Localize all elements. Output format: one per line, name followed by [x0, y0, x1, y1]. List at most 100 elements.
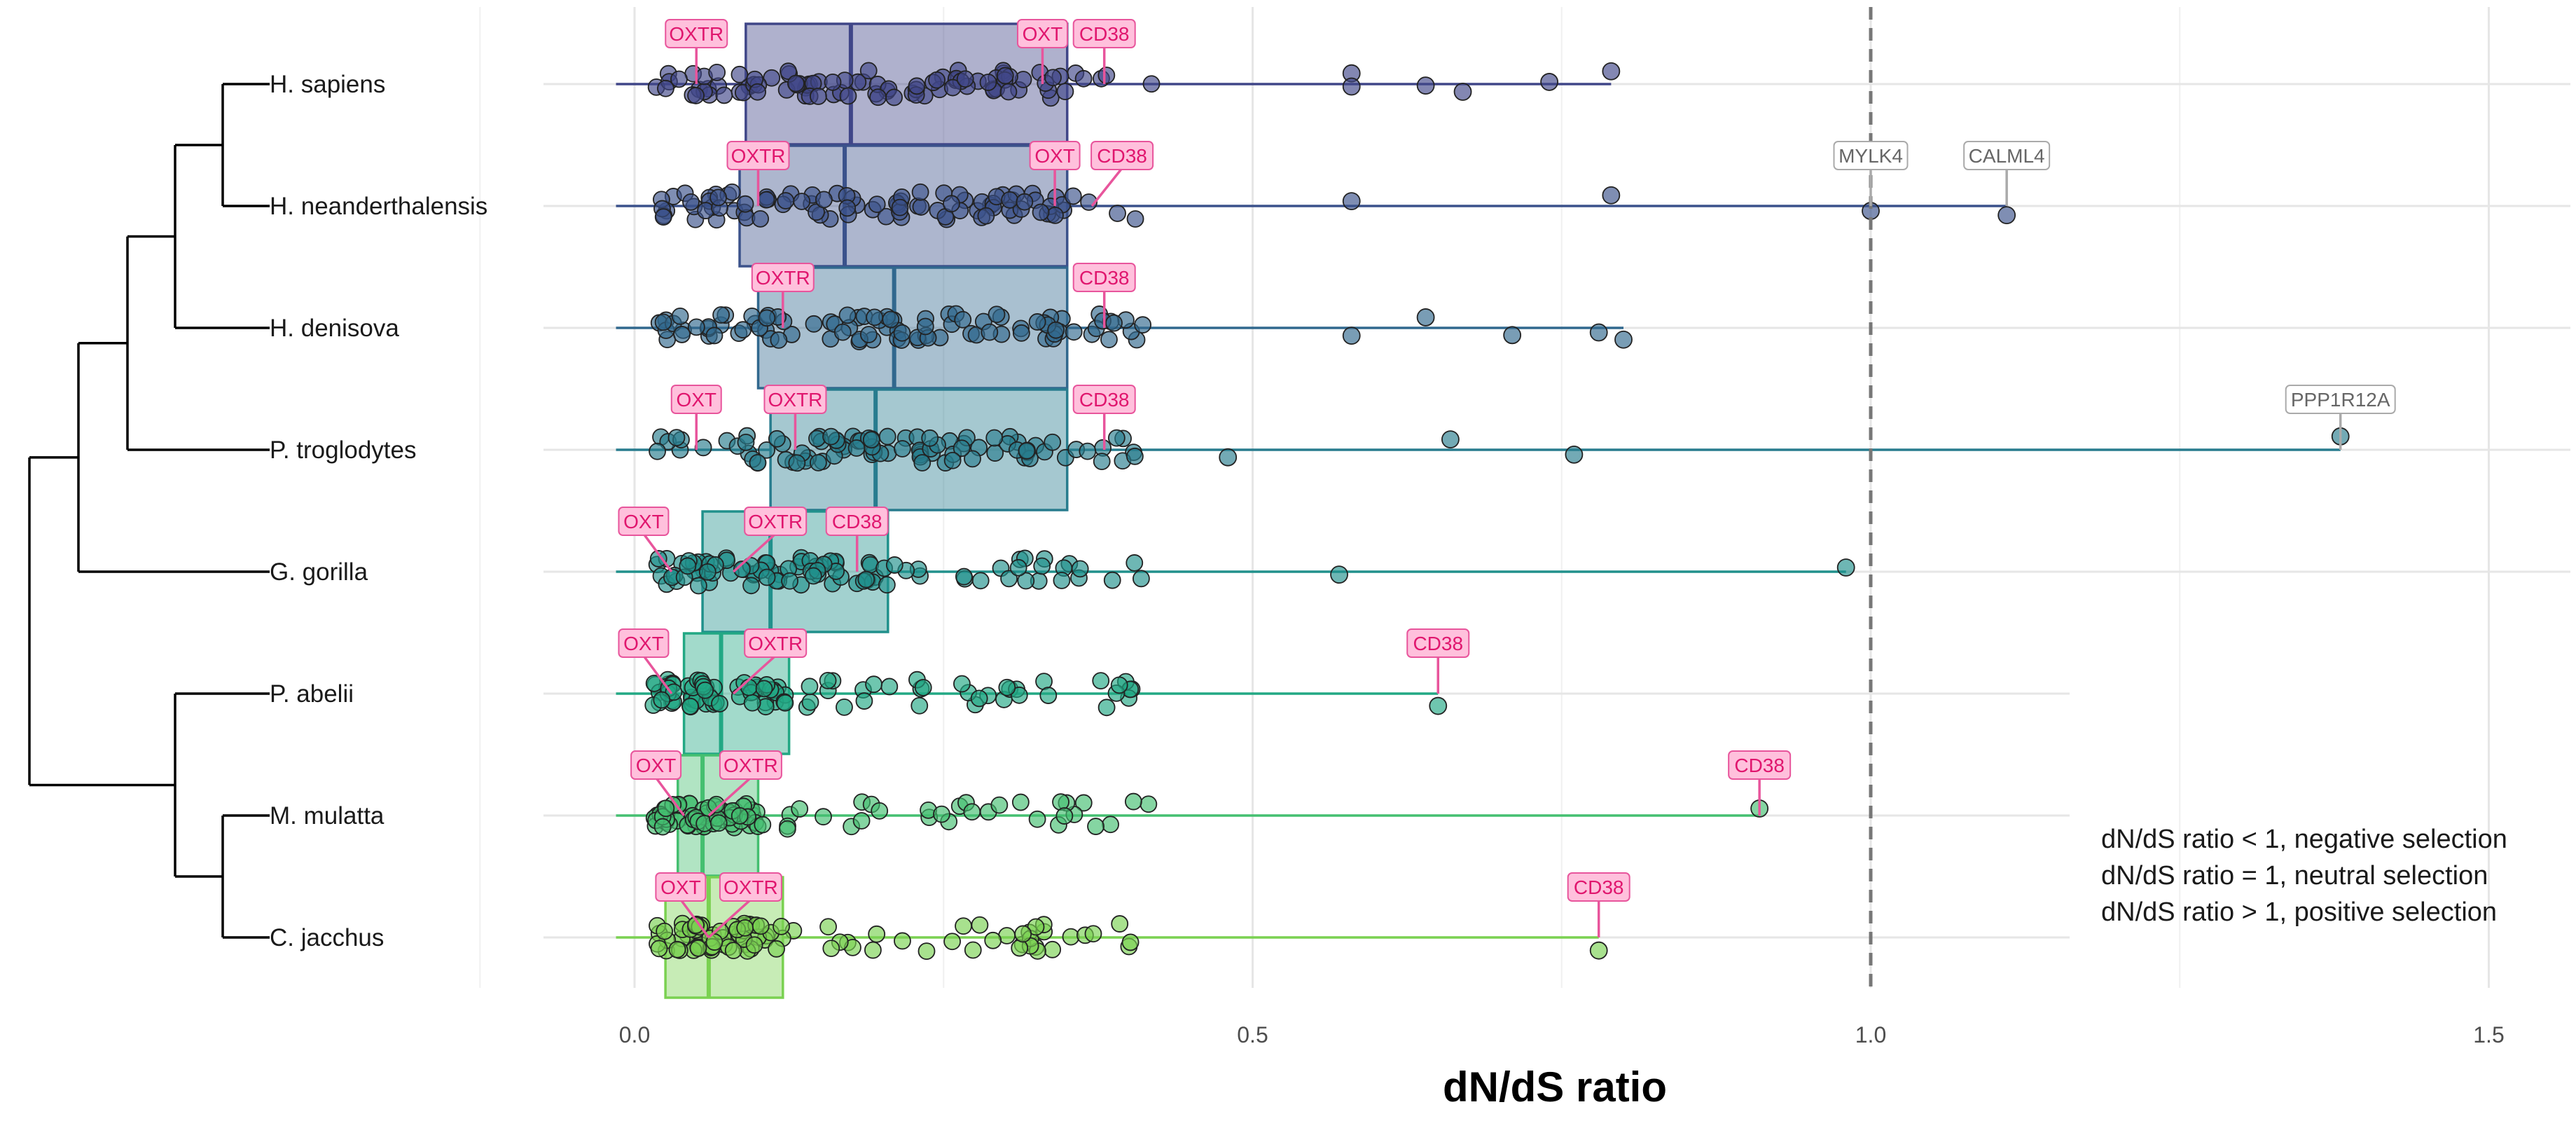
- gene-label-text: OXT: [1034, 145, 1075, 167]
- gene-label: CALML4: [1963, 141, 2051, 206]
- species-series: [616, 632, 1448, 755]
- data-point: [670, 70, 688, 88]
- data-point: [977, 207, 995, 225]
- data-point: [953, 675, 971, 693]
- gene-label: CD38: [1406, 628, 1470, 694]
- data-point: [819, 671, 837, 689]
- outlier-point: [1836, 558, 1855, 577]
- x-tick-label: 0.0: [619, 1022, 650, 1047]
- data-point: [705, 933, 723, 951]
- outlier-point: [1219, 448, 1238, 467]
- gene-label: CD38: [1090, 141, 1154, 207]
- selection-note: dN/dS ratio < 1, negative selection: [2101, 825, 2507, 854]
- species-label: H. sapiens: [270, 71, 385, 98]
- leader-line: [733, 654, 777, 695]
- data-point: [1126, 447, 1144, 465]
- data-point: [865, 675, 882, 694]
- gene-label-box: [665, 19, 728, 48]
- outlier-point: [1540, 73, 1559, 91]
- data-point: [1105, 314, 1123, 332]
- data-point: [885, 556, 903, 574]
- data-point: [742, 577, 760, 595]
- data-point: [724, 942, 742, 960]
- data-point: [730, 65, 749, 83]
- gene-label-text: CD38: [1079, 267, 1130, 289]
- gene-label-text: OXTR: [748, 633, 803, 654]
- outlier-point: [1565, 445, 1584, 464]
- data-point: [868, 195, 886, 213]
- data-point: [836, 698, 853, 716]
- data-point: [1124, 792, 1142, 811]
- data-point: [1017, 572, 1035, 590]
- data-point: [981, 323, 999, 341]
- data-point: [1044, 940, 1062, 958]
- gene-label: OXT: [1016, 19, 1068, 84]
- gene-label-box: [655, 872, 707, 902]
- data-point: [781, 572, 798, 590]
- gene-label-box: [1567, 872, 1630, 902]
- data-point: [1087, 818, 1105, 835]
- data-point: [768, 429, 786, 448]
- data-point: [852, 812, 871, 830]
- gene-label: CD38: [1072, 19, 1136, 84]
- outlier-point: [1416, 308, 1435, 326]
- data-point: [1134, 316, 1151, 334]
- data-point: [838, 306, 857, 324]
- data-point: [763, 69, 781, 87]
- data-point: [787, 74, 805, 92]
- phylogenetic-tree: [28, 83, 270, 939]
- gene-label-text: OXTR: [731, 145, 786, 167]
- data-point: [1012, 324, 1030, 342]
- leader-line: [707, 898, 752, 939]
- data-point: [833, 323, 852, 341]
- data-point: [671, 307, 689, 325]
- data-point: [694, 439, 712, 457]
- gene-label-box: [1090, 141, 1154, 170]
- data-point: [1126, 554, 1144, 572]
- data-point: [943, 78, 962, 97]
- leader-line: [1090, 167, 1123, 207]
- data-point: [933, 805, 950, 823]
- species-series: [616, 754, 1769, 877]
- gene-label-box: [618, 628, 670, 658]
- gene-label-box: [726, 141, 790, 170]
- data-point: [745, 936, 763, 954]
- data-point: [912, 198, 930, 216]
- data-point: [708, 64, 726, 81]
- leader-line: [642, 532, 673, 573]
- gene-label: OXTR: [707, 750, 782, 817]
- gene-label-text: OXTR: [723, 876, 778, 898]
- species-label: M. mulatta: [270, 802, 385, 830]
- gene-label-box: [744, 628, 808, 658]
- data-point: [998, 678, 1016, 696]
- data-point: [864, 941, 882, 959]
- data-point: [1018, 442, 1036, 460]
- gene-label-text: OXT: [1023, 23, 1063, 45]
- data-point: [1010, 686, 1028, 704]
- data-point: [819, 918, 837, 936]
- gene-label-text: OXTR: [723, 755, 778, 776]
- data-point: [894, 932, 911, 950]
- data-point: [1047, 321, 1065, 339]
- outlier-point: [1614, 330, 1633, 349]
- gene-label: MYLK4: [1833, 141, 1909, 206]
- leader-line: [733, 532, 777, 573]
- gene-label-box: [1406, 628, 1470, 658]
- outlier-point: [1342, 326, 1361, 345]
- gene-label: OXT: [630, 750, 686, 817]
- data-point: [916, 317, 934, 336]
- gene-label: OXTR: [733, 628, 808, 695]
- data-point: [943, 451, 962, 469]
- outlier-point: [1589, 323, 1608, 342]
- species-label: G. gorilla: [270, 558, 368, 586]
- data-point: [971, 916, 989, 934]
- data-point: [734, 321, 752, 339]
- leader-line: [707, 776, 752, 817]
- data-point: [1107, 429, 1126, 447]
- data-point: [954, 310, 972, 329]
- data-point: [862, 431, 880, 449]
- species-label: P. troglodytes: [270, 436, 417, 464]
- data-point: [711, 694, 728, 713]
- data-point: [1140, 795, 1158, 813]
